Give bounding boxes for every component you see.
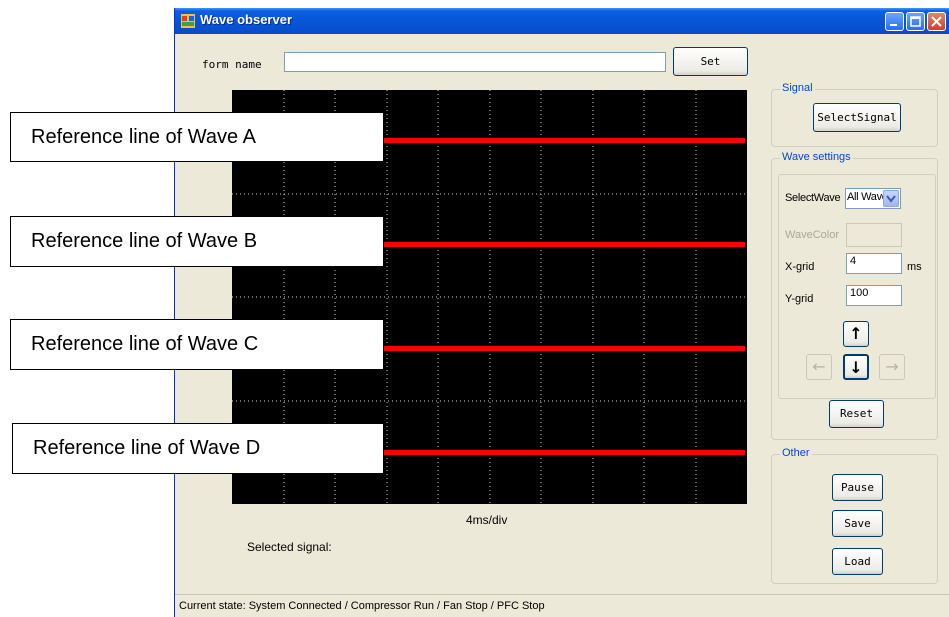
wave-settings-title: Wave settings bbox=[780, 151, 853, 163]
reference-line-wave-b bbox=[383, 242, 745, 247]
xgrid-label: X-grid bbox=[785, 261, 815, 273]
reset-button[interactable]: Reset bbox=[829, 400, 884, 428]
close-button[interactable] bbox=[927, 12, 946, 31]
maximize-icon bbox=[910, 16, 921, 27]
wave-color-label: WaveColor bbox=[785, 229, 839, 241]
move-up-button[interactable]: ↑ bbox=[843, 321, 869, 347]
form-name-input[interactable] bbox=[284, 52, 666, 72]
form-name-label: form name bbox=[202, 58, 262, 71]
app-icon bbox=[181, 14, 195, 28]
reference-line-wave-c bbox=[383, 346, 745, 351]
select-wave-value: All Wave bbox=[847, 191, 888, 203]
title-bar[interactable]: Wave observer bbox=[175, 8, 949, 34]
callout-wave-a: Reference line of Wave A bbox=[10, 112, 384, 162]
load-button[interactable]: Load bbox=[832, 548, 883, 575]
window-title: Wave observer bbox=[200, 12, 293, 27]
minimize-button[interactable] bbox=[885, 12, 904, 31]
status-text: Current state: System Connected / Compre… bbox=[179, 600, 545, 612]
ygrid-input[interactable]: 100 bbox=[846, 285, 902, 306]
time-division-label: 4ms/div bbox=[466, 513, 508, 527]
wave-settings-group: Wave settings bbox=[771, 151, 938, 440]
maximize-button[interactable] bbox=[906, 12, 925, 31]
signal-group-title: Signal bbox=[780, 82, 815, 94]
wave-observer-window: Wave observer form name Set 4ms/div Sele bbox=[174, 8, 949, 617]
other-group-title: Other bbox=[780, 447, 812, 459]
callout-wave-d: Reference line of Wave D bbox=[12, 423, 384, 474]
move-left-button[interactable]: ← bbox=[806, 354, 832, 380]
reference-line-wave-d bbox=[383, 450, 745, 455]
close-icon bbox=[931, 16, 942, 27]
set-button[interactable]: Set bbox=[673, 47, 748, 76]
chevron-down-icon[interactable] bbox=[883, 190, 899, 207]
dropdown-arrow-icon bbox=[886, 195, 896, 203]
select-wave-dropdown[interactable]: All Wave bbox=[845, 188, 901, 209]
wave-settings-inner-panel bbox=[778, 174, 936, 399]
other-group: Other bbox=[771, 447, 938, 584]
move-right-button[interactable]: → bbox=[879, 354, 905, 380]
signal-group: Signal bbox=[771, 82, 938, 147]
wave-color-box bbox=[846, 223, 902, 247]
select-signal-button[interactable]: SelectSignal bbox=[813, 103, 901, 132]
selected-signal-label: Selected signal: bbox=[247, 540, 332, 554]
callout-wave-b: Reference line of Wave B bbox=[10, 216, 384, 267]
move-down-button[interactable]: ↓ bbox=[843, 354, 869, 380]
xgrid-input[interactable]: 4 bbox=[846, 253, 902, 274]
xgrid-unit: ms bbox=[907, 261, 922, 273]
save-button[interactable]: Save bbox=[832, 510, 883, 537]
pause-button[interactable]: Pause bbox=[832, 474, 883, 501]
status-bar: Current state: System Connected / Compre… bbox=[175, 594, 949, 617]
ygrid-label: Y-grid bbox=[785, 293, 814, 305]
reference-line-wave-a bbox=[383, 138, 745, 143]
select-wave-label: SelectWave bbox=[785, 192, 841, 204]
callout-wave-c: Reference line of Wave C bbox=[10, 319, 384, 370]
minimize-icon bbox=[890, 24, 897, 26]
